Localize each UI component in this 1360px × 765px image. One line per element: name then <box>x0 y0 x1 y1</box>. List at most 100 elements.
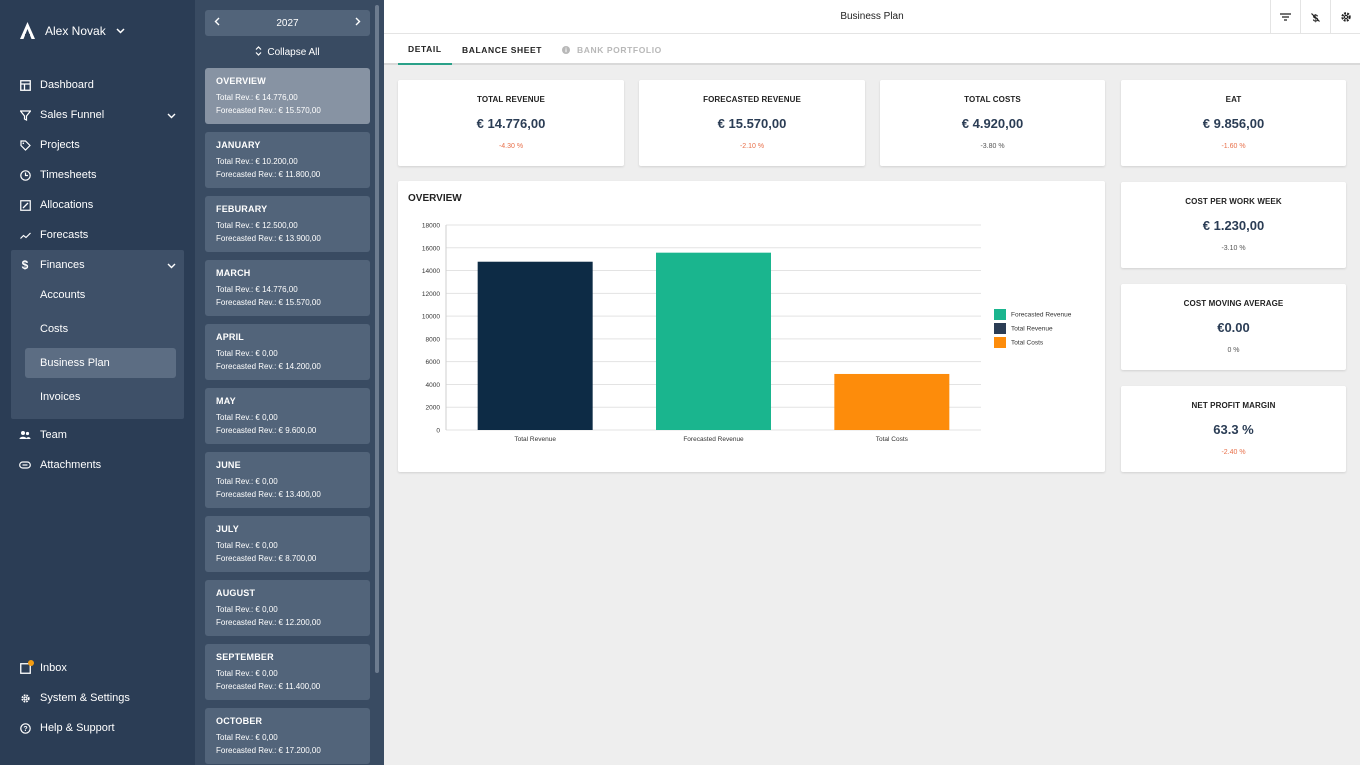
legend-label: Forecasted Revenue <box>1011 312 1072 319</box>
team-icon <box>19 429 31 441</box>
month-card-march[interactable]: MARCH Total Rev.: € 14.776,00 Forecasted R… <box>205 260 370 316</box>
nav-projects[interactable]: Projects <box>11 130 184 160</box>
nav-settings[interactable]: System & Settings <box>11 683 184 713</box>
sidebar-item-invoices[interactable]: Invoices <box>25 382 176 412</box>
clock-icon <box>19 169 31 181</box>
month-card-september[interactable]: SEPTEMBER Total Rev.: € 0,00 Forecasted Re… <box>205 644 370 700</box>
nav-dashboard-label: Dashboard <box>40 79 94 91</box>
month-card-title: JUNE <box>216 460 241 470</box>
x-tick-label: Total Revenue <box>514 436 556 443</box>
x-tick-label: Forecasted Revenue <box>683 436 744 443</box>
tag-icon <box>19 139 31 151</box>
kpi-delta: -2.10 % <box>739 143 765 150</box>
kpi-value: € 15.570,00 <box>717 116 787 131</box>
kpi-delta: -4.30 % <box>498 143 524 150</box>
y-tick-label: 16000 <box>422 245 440 252</box>
overview-bar-chart: 0 2000 4000 6000 8000 10000 12000 14000 16000 180… <box>422 223 1072 444</box>
sidebar-item-accounts[interactable]: Accounts <box>25 280 176 310</box>
month-card-feburary[interactable]: FEBURARY Total Rev.: € 12.500,00 Forecaste… <box>205 196 370 252</box>
month-card-overview[interactable]: OVERVIEW Total Rev.: € 14.776,00 Forecaste… <box>205 68 370 124</box>
main-content: Business Plan $ DETAIL BALANCE SHEET BAN… <box>384 0 1360 765</box>
kpi-delta: -1.60 % <box>1221 143 1246 150</box>
chevron-left-icon[interactable] <box>214 17 220 29</box>
notification-dot <box>28 660 34 666</box>
nav-finances[interactable]: $ Finances <box>11 250 184 280</box>
kpi-card-eat: EAT € 9.856,00 -1.60 % <box>1121 80 1346 166</box>
tab-detail[interactable]: DETAIL <box>398 34 452 65</box>
month-card-total: Total Rev.: € 14.776,00 <box>216 93 298 102</box>
svg-text:?: ? <box>23 726 27 733</box>
page-title: Business Plan <box>840 11 904 22</box>
sidebar-item-business-plan[interactable]: Business Plan <box>25 348 176 378</box>
collapse-all-button[interactable]: Collapse All <box>205 44 370 60</box>
kpi-card-total-revenue: TOTAL REVENUE € 14.776,00 -4.30 % <box>398 80 624 166</box>
chevron-right-icon[interactable] <box>355 17 361 29</box>
no-dollar-icon[interactable]: $ <box>1300 0 1330 34</box>
nav-sales-funnel-label: Sales Funnel <box>40 109 105 121</box>
y-tick-label: 12000 <box>422 291 440 298</box>
app-logo-icon <box>20 22 35 39</box>
kpi-delta: -3.10 % <box>1221 245 1246 252</box>
nav-help-label: Help & Support <box>40 722 115 734</box>
kpi-value: €0.00 <box>1217 320 1250 335</box>
kpi-card-net-profit-margin: NET PROFIT MARGIN 63.3 % -2.40 % <box>1121 386 1346 472</box>
nav-help[interactable]: ? Help & Support <box>11 713 184 743</box>
y-tick-label: 14000 <box>422 268 440 275</box>
nav-team[interactable]: Team <box>11 420 184 450</box>
month-card-may[interactable]: MAY Total Rev.: € 0,00 Forecasted Rev.: € … <box>205 388 370 444</box>
filter-icon[interactable] <box>1270 0 1300 34</box>
month-card-title: JANUARY <box>216 140 261 150</box>
tab-balance-sheet[interactable]: BALANCE SHEET <box>462 34 542 65</box>
month-card-january[interactable]: JANUARY Total Rev.: € 10.200,00 Forecasted… <box>205 132 370 188</box>
nav-forecasts[interactable]: Forecasts <box>11 220 184 250</box>
month-card-april[interactable]: APRIL Total Rev.: € 0,00 Forecasted Rev.: … <box>205 324 370 380</box>
y-tick-label: 18000 <box>422 223 440 230</box>
nav-inbox[interactable]: Inbox <box>11 653 184 683</box>
month-card-title: MARCH <box>216 268 251 278</box>
kpi-card-total-costs: TOTAL COSTS € 4.920,00 -3.80 % <box>880 80 1105 166</box>
y-tick-label: 0 <box>436 428 440 435</box>
dollar-icon: $ <box>21 258 29 272</box>
month-card-forecast: Forecasted Rev.: € 13.400,00 <box>216 490 321 499</box>
month-card-total: Total Rev.: € 0,00 <box>216 413 278 422</box>
scrollbar[interactable] <box>375 5 379 673</box>
nav-attachments[interactable]: Attachments <box>11 450 184 480</box>
month-card-august[interactable]: AUGUST Total Rev.: € 0,00 Forecasted Rev.:… <box>205 580 370 636</box>
kpi-title: TOTAL COSTS <box>964 95 1021 104</box>
user-menu[interactable]: Alex Novak <box>20 22 125 39</box>
kpi-value: € 4.920,00 <box>961 116 1024 131</box>
nav-settings-label: System & Settings <box>40 692 130 704</box>
kpi-card-cost-moving-average: COST MOVING AVERAGE €0.00 0 % <box>1121 284 1346 370</box>
funnel-icon <box>19 109 31 121</box>
month-card-october[interactable]: OCTOBER Total Rev.: € 0,00 Forecasted Rev.… <box>205 708 370 764</box>
trend-line-icon <box>19 229 31 241</box>
month-card-forecast: Forecasted Rev.: € 17.200,00 <box>216 746 321 755</box>
tab-bank-portfolio[interactable]: BANK PORTFOLIO <box>562 34 662 65</box>
paperclip-icon <box>19 459 31 471</box>
nav-dashboard[interactable]: Dashboard <box>11 70 184 100</box>
month-card-title: OVERVIEW <box>216 76 266 86</box>
sidebar-item-costs[interactable]: Costs <box>25 314 176 344</box>
month-card-forecast: Forecasted Rev.: € 13.900,00 <box>216 234 321 243</box>
kpi-title: COST PER WORK WEEK <box>1185 197 1282 206</box>
month-card-total: Total Rev.: € 0,00 <box>216 605 278 614</box>
kpi-title: COST MOVING AVERAGE <box>1183 299 1284 308</box>
nav-timesheets[interactable]: Timesheets <box>11 160 184 190</box>
nav-allocations[interactable]: Allocations <box>11 190 184 220</box>
month-card-july[interactable]: JULY Total Rev.: € 0,00 Forecasted Rev.: €… <box>205 516 370 572</box>
nav-inbox-label: Inbox <box>40 662 67 674</box>
kpi-card-cost-per-work-week: COST PER WORK WEEK € 1.230,00 -3.10 % <box>1121 182 1346 268</box>
month-card-forecast: Forecasted Rev.: € 15.570,00 <box>216 298 321 307</box>
kpi-card-forecasted-revenue: FORECASTED REVENUE € 15.570,00 -2.10 % <box>639 80 865 166</box>
legend-swatch <box>994 309 1006 320</box>
finances-group: $ Finances Accounts Costs Business Plan … <box>11 250 184 419</box>
nav-sales-funnel[interactable]: Sales Funnel <box>11 100 184 130</box>
settings-gear-icon[interactable] <box>1330 0 1360 34</box>
kpi-value: € 1.230,00 <box>1202 218 1265 233</box>
nav-finances-label: Finances <box>40 259 85 271</box>
month-card-forecast: Forecasted Rev.: € 15.570,00 <box>216 106 321 115</box>
overview-chart-card: OVERVIEW 0 2000 4000 6000 8000 10000 12000 1400… <box>398 181 1105 472</box>
month-card-title: MAY <box>216 396 236 406</box>
month-card-june[interactable]: JUNE Total Rev.: € 0,00 Forecasted Rev.: €… <box>205 452 370 508</box>
chevron-down-icon <box>167 110 176 122</box>
